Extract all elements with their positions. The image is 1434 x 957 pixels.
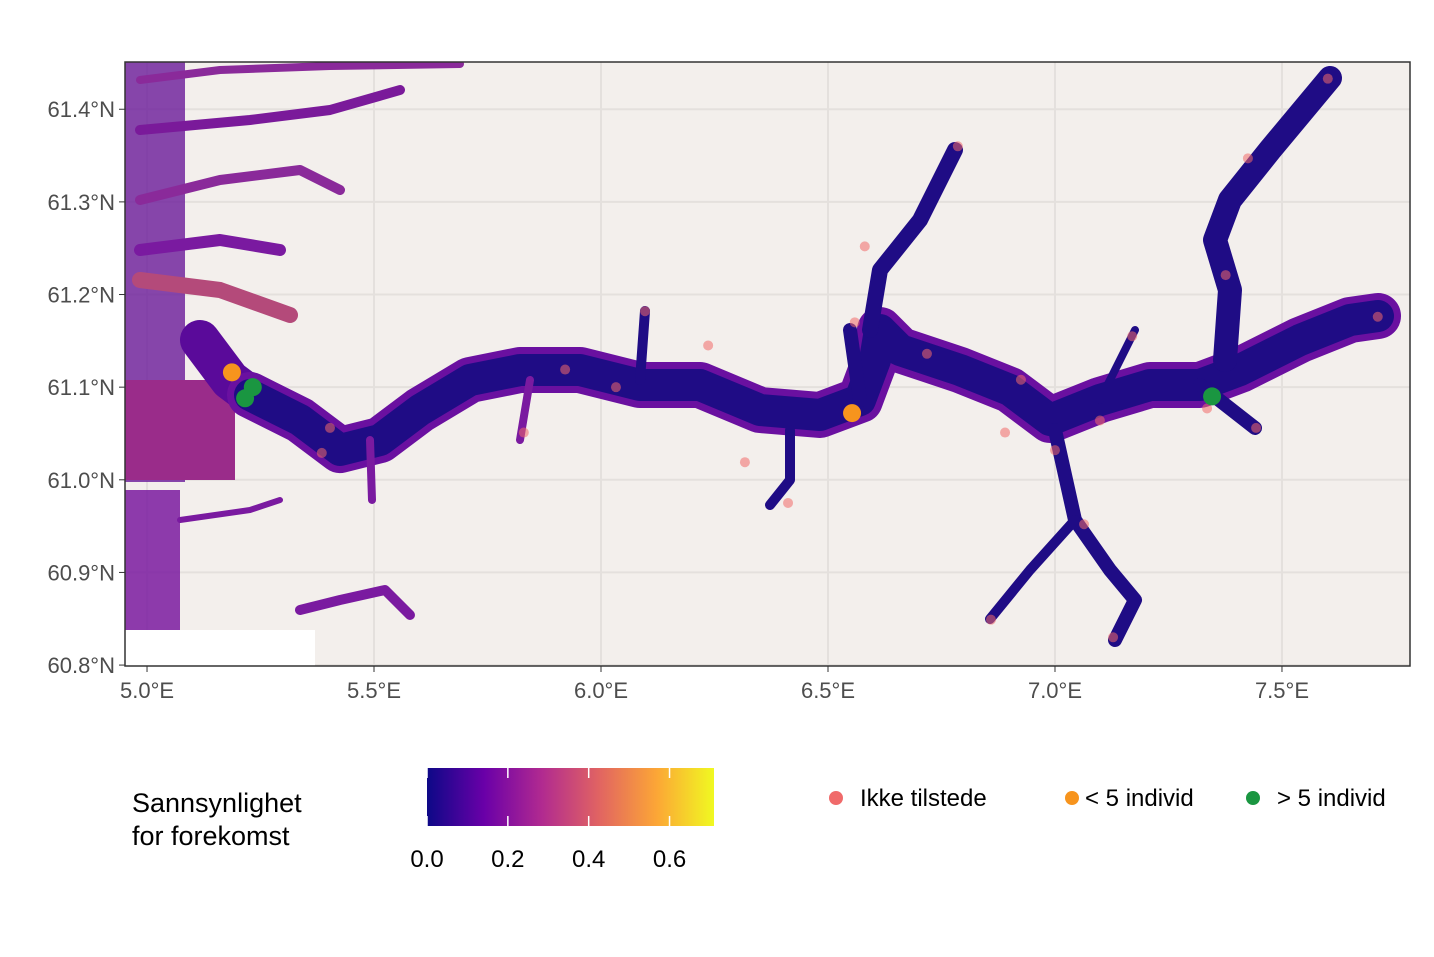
colorbar-tick-label: 0.2 [491, 846, 524, 873]
observation-point [1108, 632, 1119, 643]
observation-point [222, 363, 241, 382]
x-tick-label: 6.0°E [574, 678, 628, 703]
observation-point [236, 389, 255, 408]
observation-point [703, 340, 714, 351]
observation-point [1127, 331, 1138, 342]
y-tick-label: 60.9°N [47, 560, 115, 585]
observation-point [859, 241, 870, 252]
y-tick-label: 61.3°N [47, 190, 115, 215]
x-tick-label: 5.0°E [120, 678, 174, 703]
legend-key [1246, 791, 1260, 805]
observation-point [1203, 387, 1222, 406]
observation-point [1251, 422, 1262, 433]
observation-point [560, 364, 571, 375]
observation-point [985, 614, 996, 625]
y-tick-label: 61.4°N [47, 97, 115, 122]
colorbar [427, 768, 714, 826]
legend-label: Ikke tilstede [860, 785, 987, 812]
observation-point [1220, 270, 1231, 281]
observation-point [843, 404, 862, 423]
observation-point [1094, 415, 1105, 426]
observation-point [952, 141, 963, 152]
observation-point [1372, 311, 1383, 322]
legend-label: < 5 individ [1085, 785, 1194, 812]
x-tick-label: 5.5°E [347, 678, 401, 703]
observation-point [324, 422, 335, 433]
colorbar-tick-label: 0.4 [572, 846, 605, 873]
colorbar-title: for forekomst [132, 821, 290, 851]
observation-point [1242, 153, 1253, 164]
colorbar-tick-label: 0.6 [653, 846, 686, 873]
observation-point [783, 497, 794, 508]
observation-point [1049, 445, 1060, 456]
colorbar-title: Sannsynlighet [132, 788, 302, 818]
observation-point [1000, 427, 1011, 438]
x-tick-label: 6.5°E [801, 678, 855, 703]
y-tick-label: 61.0°N [47, 468, 115, 493]
legend-label: > 5 individ [1277, 785, 1386, 812]
y-tick-label: 61.1°N [47, 375, 115, 400]
observation-point [849, 317, 860, 328]
legend-key [1065, 791, 1079, 805]
observation-point [1322, 73, 1333, 84]
y-tick-label: 60.8°N [47, 653, 115, 678]
legend-key [829, 791, 843, 805]
observation-point [1015, 374, 1026, 385]
observation-point [316, 447, 327, 458]
observation-point [518, 427, 529, 438]
observation-point [1202, 403, 1213, 414]
observation-point [739, 457, 750, 468]
y-tick-label: 61.2°N [47, 283, 115, 308]
panel-border [124, 61, 1411, 667]
colorbar-tick-label: 0.0 [410, 846, 443, 873]
x-tick-label: 7.0°E [1028, 678, 1082, 703]
probability-layer [125, 62, 1401, 666]
observation-point [610, 382, 621, 393]
observation-point [921, 348, 932, 359]
observation-point [640, 306, 651, 317]
x-tick-label: 7.5°E [1255, 678, 1309, 703]
observation-point [1079, 519, 1090, 530]
